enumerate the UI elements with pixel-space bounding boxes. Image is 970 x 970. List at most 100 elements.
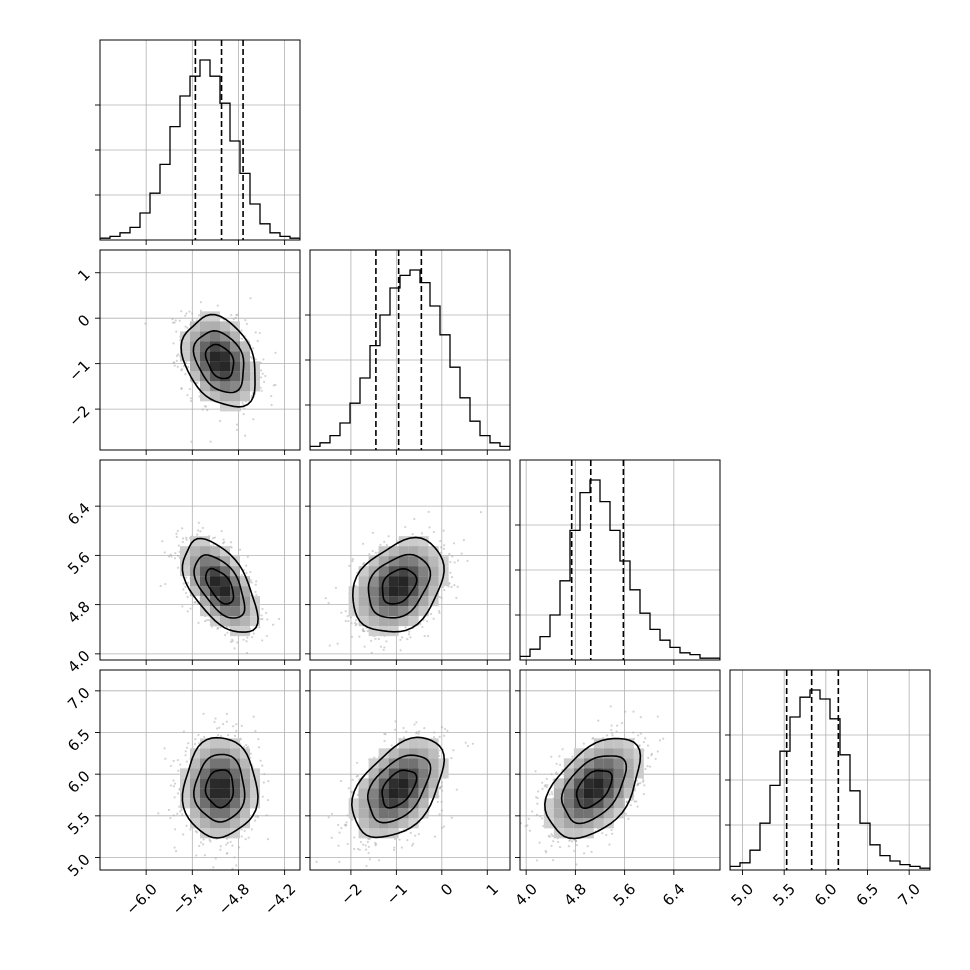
density-cell <box>428 576 439 587</box>
sample-point <box>171 318 174 321</box>
density-cell <box>230 778 240 789</box>
sample-point <box>199 530 202 533</box>
density-cell <box>180 556 190 567</box>
sample-point <box>172 779 175 782</box>
sample-point <box>371 531 374 534</box>
sample-point <box>202 838 205 841</box>
sample-point <box>440 826 444 829</box>
sample-point <box>157 812 160 815</box>
sample-point <box>185 538 188 541</box>
sample-point <box>266 838 270 841</box>
sample-point <box>242 638 245 641</box>
density-cell <box>220 351 230 362</box>
sample-point <box>259 759 262 762</box>
sample-point <box>209 440 212 443</box>
sample-point <box>185 760 188 763</box>
sample-point <box>247 836 250 839</box>
density-cell <box>200 798 210 809</box>
contour-line <box>204 769 235 809</box>
density-cell <box>200 536 210 547</box>
sample-point <box>270 395 273 398</box>
density-cell <box>368 586 379 597</box>
density-cell <box>368 768 379 779</box>
y-tick-label: 5.5 <box>64 809 94 839</box>
density-cell <box>378 748 389 759</box>
sample-point <box>350 622 353 625</box>
density-cell <box>428 586 439 597</box>
density-cell <box>190 556 200 567</box>
sample-point <box>466 559 469 562</box>
sample-point <box>263 773 266 776</box>
density-panel-2-1 <box>305 459 511 665</box>
sample-point <box>180 310 183 313</box>
density-cell <box>210 371 220 382</box>
density-cell <box>200 596 210 607</box>
contour-line <box>180 313 256 408</box>
sample-point <box>261 764 264 767</box>
axes-frame <box>309 249 511 451</box>
density-cell <box>210 606 220 617</box>
density-cell <box>230 818 240 829</box>
sample-point <box>195 831 199 834</box>
density-cell <box>418 546 429 557</box>
sample-point <box>186 595 189 599</box>
sample-point <box>399 638 402 641</box>
hist-bar <box>550 615 560 660</box>
sample-point <box>238 548 242 551</box>
sample-point <box>346 615 349 618</box>
sample-point <box>453 561 456 564</box>
sample-point <box>441 789 444 792</box>
density-cell <box>398 546 409 557</box>
sample-point <box>224 633 227 637</box>
density-cell <box>378 556 389 567</box>
density-cell <box>180 341 190 352</box>
density-cell <box>200 738 210 749</box>
sample-point <box>169 784 173 787</box>
hist-bar <box>180 96 190 240</box>
density-cell <box>358 606 369 617</box>
density-cell <box>398 586 409 597</box>
density-cell <box>398 536 409 547</box>
density-cell <box>200 556 210 567</box>
sample-point <box>390 744 393 747</box>
density-cell <box>398 616 409 627</box>
sample-point <box>383 540 386 543</box>
sample-point <box>361 628 365 631</box>
hist-bar <box>470 421 480 450</box>
density-cell <box>220 738 230 749</box>
sample-point <box>164 757 167 760</box>
density-cell <box>368 808 379 819</box>
y-tick-label: 6.4 <box>64 499 94 529</box>
y-tick-label: 1 <box>74 266 93 285</box>
density-cell <box>230 576 240 587</box>
sample-point <box>222 538 225 541</box>
sample-point <box>240 724 243 727</box>
sample-point <box>404 626 407 629</box>
sample-point <box>179 763 182 766</box>
sample-point <box>184 750 187 753</box>
sample-point <box>264 611 268 615</box>
hist-bar <box>130 227 140 240</box>
density-cell <box>240 808 250 819</box>
sample-point <box>203 405 206 408</box>
density-cell <box>408 606 419 617</box>
sample-point <box>249 570 252 574</box>
hist-bar <box>360 378 370 450</box>
sample-point <box>254 730 257 733</box>
sample-point <box>182 582 185 585</box>
sample-point <box>242 413 245 416</box>
density-cell <box>200 331 210 342</box>
sample-point <box>266 799 270 802</box>
sample-point <box>185 312 188 315</box>
density-cell <box>250 768 260 779</box>
sample-point <box>189 828 192 831</box>
density-cell <box>230 586 240 597</box>
density-cell <box>210 758 220 769</box>
sample-point <box>234 316 237 319</box>
density-cell <box>368 616 379 627</box>
axes-frame <box>99 669 301 871</box>
contour-line <box>381 567 418 605</box>
contour-line <box>181 736 259 839</box>
sample-point <box>202 712 205 715</box>
sample-point <box>366 629 369 633</box>
